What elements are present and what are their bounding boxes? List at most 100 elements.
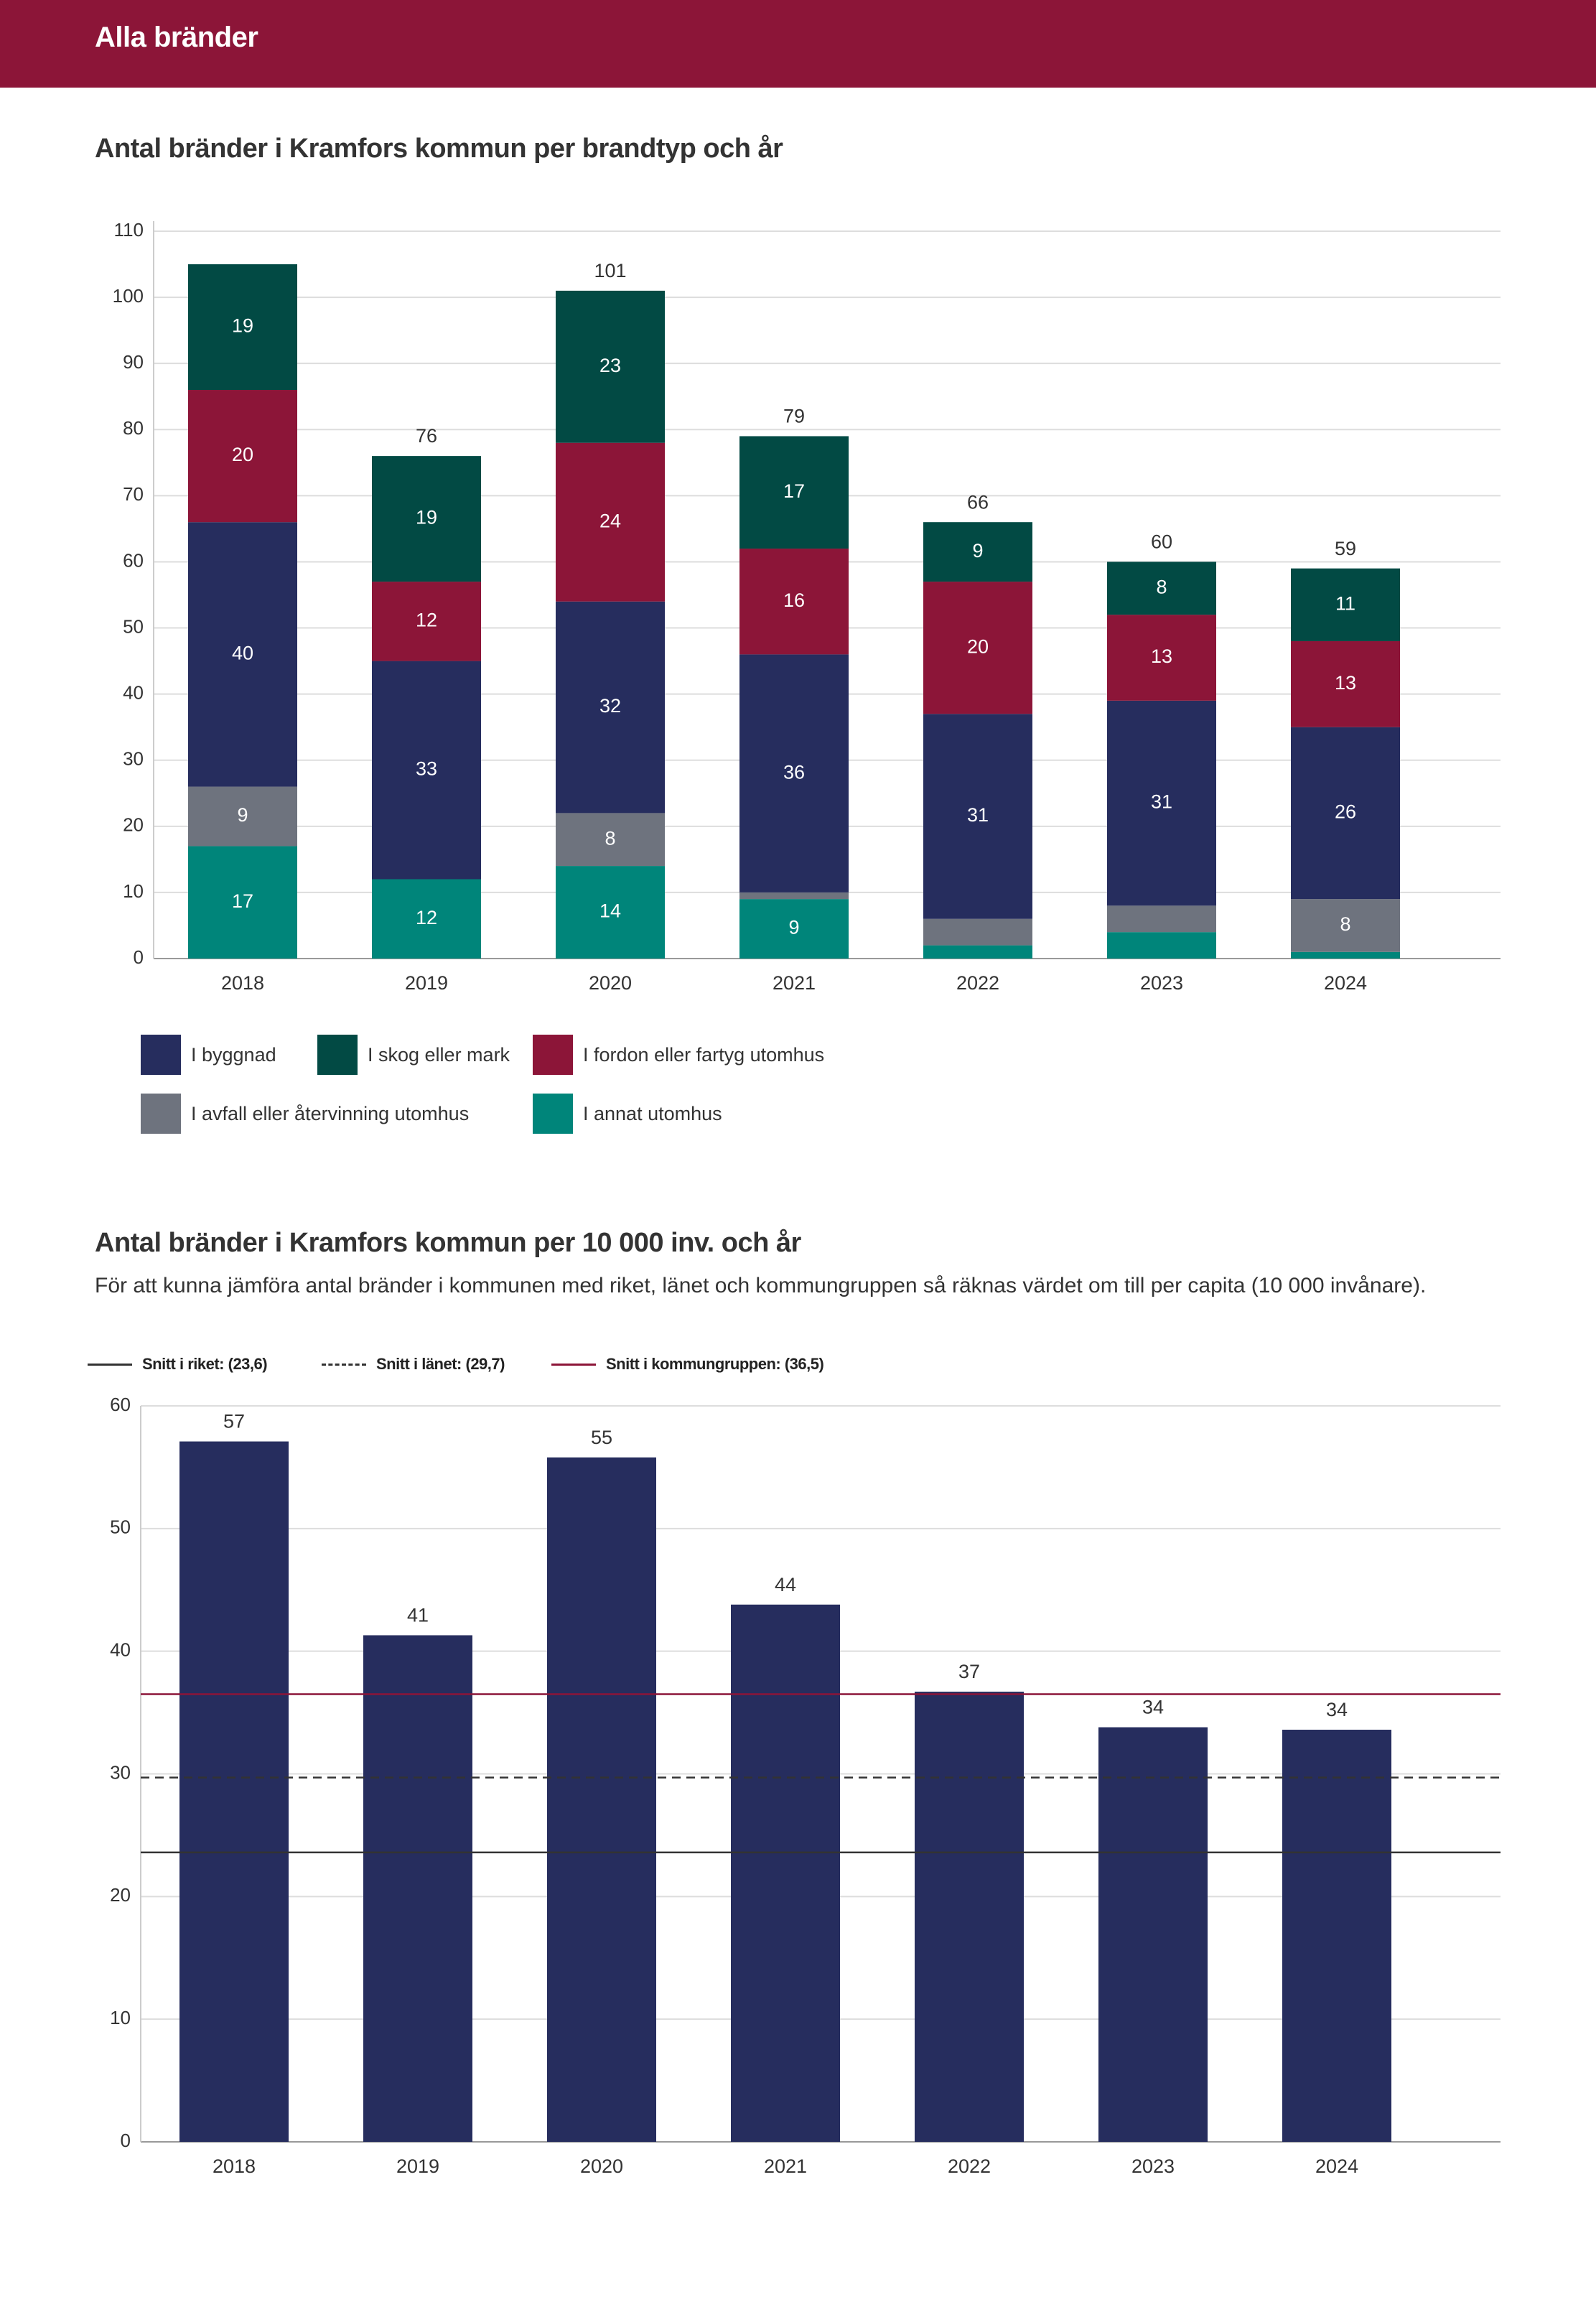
stacked-bar-chart: 0102030405060708090100110179402019201812… xyxy=(113,219,1501,994)
legend-label: I annat utomhus xyxy=(583,1102,722,1124)
y-tick-label: 70 xyxy=(123,483,144,505)
y-tick-label: 110 xyxy=(114,219,144,241)
x-tick-label: 2019 xyxy=(405,972,448,994)
value-label: 34 xyxy=(1142,1697,1164,1718)
bar-segment xyxy=(739,549,849,655)
total-label: 66 xyxy=(967,491,989,513)
legend-label: I avfall eller återvinning utomhus xyxy=(191,1102,470,1124)
total-label: 59 xyxy=(1335,538,1356,559)
segment-label: 16 xyxy=(783,589,805,611)
legend-item: I skog eller mark xyxy=(317,1034,510,1076)
y-tick-label: 0 xyxy=(121,2130,131,2151)
bar-segment xyxy=(1291,951,1400,959)
reference-legend-line xyxy=(551,1363,596,1366)
x-tick-label: 2021 xyxy=(764,2155,807,2177)
y-tick-label: 30 xyxy=(123,748,144,770)
bar-segment xyxy=(739,654,849,892)
legend-label: I skog eller mark xyxy=(368,1043,510,1066)
bar-segment xyxy=(188,522,297,787)
segment-label: 8 xyxy=(1156,576,1167,597)
legend-item: I annat utomhus xyxy=(533,1093,722,1134)
bar-segment xyxy=(1107,615,1216,701)
segment-label: 14 xyxy=(599,900,621,922)
y-tick-label: 100 xyxy=(113,285,144,307)
bar-segment xyxy=(923,582,1032,714)
bar-segment xyxy=(188,846,297,959)
segment-label: 33 xyxy=(416,758,437,780)
x-tick-label: 2024 xyxy=(1324,972,1367,994)
y-tick-label: 20 xyxy=(123,814,144,836)
segment-label: 20 xyxy=(232,444,253,465)
chart1-legend: I byggnad I skog eller mark I fordon eller… xyxy=(141,1034,1146,1142)
reference-legend-line xyxy=(322,1363,366,1366)
bar xyxy=(363,1635,472,2142)
segment-label: 12 xyxy=(416,609,437,630)
bar-segment xyxy=(372,582,481,661)
bar-segment xyxy=(1291,899,1400,952)
reference-legend-label: Snitt i kommungruppen: (36,5) xyxy=(606,1355,824,1373)
segment-label: 23 xyxy=(599,355,621,376)
bar-segment xyxy=(1107,932,1216,959)
bar-segment xyxy=(556,866,665,959)
bar xyxy=(179,1441,289,2142)
bar xyxy=(731,1604,840,2142)
page-title: Alla bränder xyxy=(95,22,258,53)
y-tick-label: 0 xyxy=(134,946,144,968)
page-header: Alla bränder xyxy=(0,0,1596,88)
bar-segment xyxy=(923,522,1032,582)
x-tick-label: 2018 xyxy=(221,972,264,994)
chart1-title: Antal bränder i Kramfors kommun per bran… xyxy=(95,134,783,164)
legend-item: I fordon eller fartyg utomhus xyxy=(533,1034,824,1076)
reference-legend-item: Snitt i länet: (29,7) xyxy=(322,1350,505,1379)
reference-legend-item: Snitt i kommungruppen: (36,5) xyxy=(551,1350,824,1379)
y-tick-label: 50 xyxy=(123,615,144,637)
x-tick-label: 2020 xyxy=(580,2155,623,2177)
segment-label: 9 xyxy=(972,540,983,561)
reference-line-legend: Snitt i riket: (23,6) Snitt i länet: (29,… xyxy=(88,1350,1093,1379)
segment-label: 11 xyxy=(1335,592,1355,614)
value-label: 57 xyxy=(223,1411,245,1432)
segment-label: 24 xyxy=(599,510,621,531)
bar-segment xyxy=(739,436,849,549)
legend-swatch xyxy=(533,1094,573,1134)
bar xyxy=(1282,1730,1391,2142)
y-tick-label: 50 xyxy=(110,1516,131,1538)
bar-segment xyxy=(556,601,665,814)
segment-label: 8 xyxy=(1340,913,1350,935)
segment-label: 12 xyxy=(416,907,437,928)
segment-label: 36 xyxy=(783,761,805,783)
y-tick-label: 30 xyxy=(110,1761,131,1783)
segment-label: 31 xyxy=(1151,791,1172,813)
segment-label: 40 xyxy=(232,643,253,664)
bar-segment xyxy=(739,899,849,959)
total-label: 101 xyxy=(594,260,626,281)
x-tick-label: 2024 xyxy=(1315,2155,1358,2177)
value-label: 37 xyxy=(958,1661,980,1682)
bar-segment xyxy=(556,813,665,867)
value-label: 34 xyxy=(1326,1699,1348,1720)
value-label: 55 xyxy=(591,1427,612,1448)
segment-label: 17 xyxy=(783,480,805,502)
segment-label: 17 xyxy=(232,890,253,912)
x-tick-label: 2023 xyxy=(1140,972,1183,994)
x-tick-label: 2019 xyxy=(396,2155,439,2177)
x-tick-label: 2020 xyxy=(589,972,632,994)
segment-label: 20 xyxy=(967,635,989,657)
x-tick-label: 2018 xyxy=(213,2155,256,2177)
value-label: 44 xyxy=(775,1574,796,1595)
y-tick-label: 40 xyxy=(123,682,144,704)
segment-label: 13 xyxy=(1151,646,1172,667)
y-tick-label: 20 xyxy=(110,1884,131,1906)
y-tick-label: 40 xyxy=(110,1639,131,1661)
bar-segment xyxy=(188,390,297,523)
x-tick-label: 2022 xyxy=(948,2155,991,2177)
legend-swatch xyxy=(141,1035,181,1075)
chart2-subtitle: För att kunna jämföra antal bränder i ko… xyxy=(95,1274,1427,1297)
y-tick-label: 80 xyxy=(123,417,144,439)
y-tick-label: 60 xyxy=(123,549,144,571)
x-tick-label: 2023 xyxy=(1131,2155,1175,2177)
value-label: 41 xyxy=(407,1605,429,1626)
bar-segment xyxy=(372,661,481,880)
bar-segment xyxy=(739,892,849,900)
